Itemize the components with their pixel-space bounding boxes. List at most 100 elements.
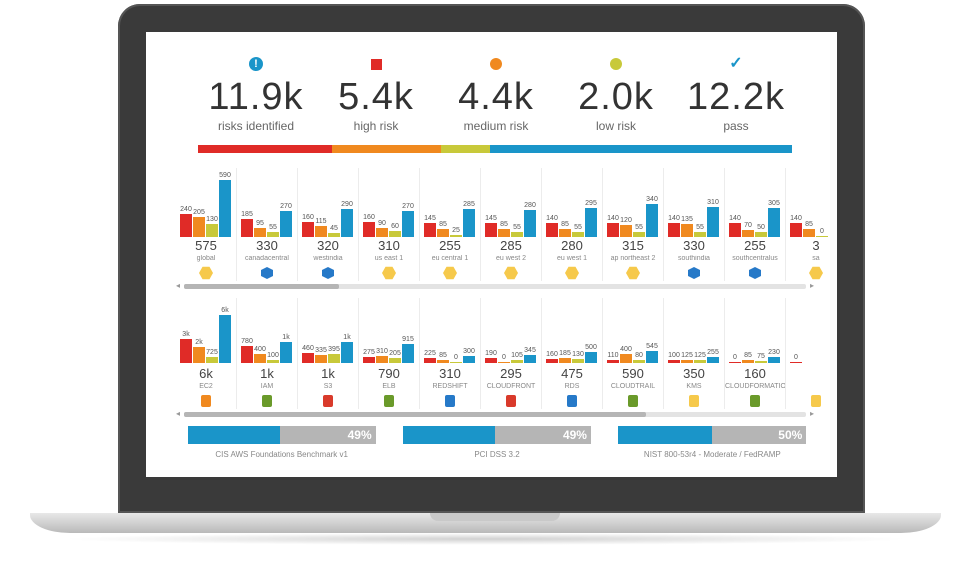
bar-value-label: 240 (180, 205, 192, 213)
service-card[interactable]: 780 400 100 1k 1k IAM (237, 298, 298, 409)
bar (437, 228, 449, 237)
bar (803, 228, 815, 237)
compliance-item[interactable]: 50% NIST 800-53r4 - Moderate / FedRAMP (613, 426, 812, 464)
service-bars: 110 400 80 545 (607, 297, 659, 363)
bar-value-label: 0 (454, 354, 458, 361)
bar (668, 360, 680, 363)
region-bars: 140 120 55 340 (607, 167, 659, 237)
bar (363, 221, 375, 237)
bar-column: 145 (485, 167, 497, 237)
service-card[interactable]: 275 310 205 915 790 ELB (359, 298, 420, 409)
summary-stat[interactable]: 2.0k low risk (556, 54, 676, 134)
bar-column: 345 (524, 297, 536, 363)
bar (790, 362, 802, 363)
bar-column: 55 (694, 167, 706, 237)
stat-value: 12.2k (687, 76, 785, 118)
service-card[interactable]: 110 400 80 545 590 CLOUDTRAIL (603, 298, 664, 409)
bar (585, 208, 597, 237)
scroll-right-icon[interactable]: ▸ (809, 281, 814, 290)
region-bars: 145 85 55 280 (485, 167, 537, 237)
compliance-item[interactable]: 49% CIS AWS Foundations Benchmark v1 (182, 426, 381, 464)
bar-column: 125 (681, 297, 693, 363)
stat-label: high risk (353, 119, 399, 133)
service-card[interactable]: 100 125 125 255 350 KMS (664, 298, 725, 409)
region-card[interactable]: 140 135 55 310 330 southindia (664, 168, 725, 281)
service-bars: 0 85 75 230 (729, 297, 781, 363)
compliance-name: CIS AWS Foundations Benchmark v1 (215, 450, 348, 459)
bar-value-label: 25 (452, 226, 460, 234)
service-card[interactable]: 160 185 130 500 475 RDS (542, 298, 603, 409)
bar-column: 60 (389, 167, 401, 237)
bar-value-label: 0 (502, 354, 506, 361)
service-total: 6k (199, 366, 213, 381)
service-card[interactable]: 190 0 105 345 295 CLOUDFRONT (481, 298, 542, 409)
bar-value-label: 345 (524, 347, 536, 355)
bar-value-label: 50 (757, 224, 765, 232)
bar (315, 225, 327, 237)
bar-column: 50 (755, 167, 767, 237)
bar-column: 85 (498, 167, 510, 237)
bar-value-label: 130 (572, 351, 584, 359)
bar-column: 460 (302, 297, 314, 363)
region-bars: 240 205 130 590 (180, 167, 232, 237)
bar-value-label: 145 (485, 214, 497, 222)
service-card[interactable]: 225 85 0 300 310 REDSHIFT (420, 298, 481, 409)
region-card[interactable]: 140 85 0 3 sa (786, 168, 837, 281)
bar (646, 351, 658, 363)
bar-value-label: 310 (376, 347, 388, 355)
region-card[interactable]: 140 70 50 305 255 southcentralus (725, 168, 786, 281)
bar (180, 213, 192, 237)
summary-stat[interactable]: ✓ 12.2k pass (676, 54, 796, 134)
region-scroll-thumb[interactable] (184, 284, 339, 289)
region-total: 285 (500, 238, 522, 253)
summary-stat[interactable]: 4.4k medium risk (436, 54, 556, 134)
region-card[interactable]: 185 95 55 270 330 canadacentral (237, 168, 298, 281)
service-scroll-thumb[interactable] (184, 412, 646, 417)
service-card[interactable]: 460 335 395 1k 1k S3 (298, 298, 359, 409)
region-card[interactable]: 160 115 45 290 320 westindia (298, 168, 359, 281)
bar-value-label: 160 (363, 213, 375, 221)
region-card[interactable]: 145 85 25 285 255 eu central 1 (420, 168, 481, 281)
bar-value-label: 780 (241, 338, 253, 346)
service-card[interactable]: 0 85 75 230 160 CLOUDFORMATION (725, 298, 786, 409)
bar-value-label: 55 (574, 223, 582, 231)
region-card[interactable]: 140 85 55 295 280 eu west 1 (542, 168, 603, 281)
bar-value-label: 280 (524, 201, 536, 209)
service-total: 475 (561, 366, 583, 381)
region-name: sa (812, 255, 820, 262)
summary-stat[interactable]: 5.4k high risk (316, 54, 436, 134)
service-card[interactable]: 3k 2k 725 6k 6k EC2 (176, 298, 237, 409)
bar (450, 234, 462, 237)
compliance-progress-fill (187, 426, 280, 444)
region-card[interactable]: 240 205 130 590 575 global (176, 168, 237, 281)
scroll-left-icon[interactable]: ◂ (176, 281, 181, 290)
compliance-item[interactable]: 49% PCI DSS 3.2 (397, 426, 596, 464)
region-card[interactable]: 145 85 55 280 285 eu west 2 (481, 168, 542, 281)
service-card[interactable]: 0 (786, 298, 837, 409)
bar-value-label: 45 (330, 224, 338, 232)
bar-column: 340 (646, 167, 658, 237)
summary-stat[interactable]: ! 11.9k risks identified (196, 54, 316, 134)
region-name: canadacentral (245, 255, 289, 262)
service-scrollbar[interactable]: ◂ ▸ (176, 409, 814, 418)
bar-value-label: 145 (424, 214, 436, 222)
bar-value-label: 90 (378, 220, 386, 228)
region-total: 255 (439, 238, 461, 253)
compliance-percent: 50% (778, 428, 803, 442)
region-card[interactable]: 140 120 55 340 315 ap northeast 2 (603, 168, 664, 281)
bar-column: 185 (559, 297, 571, 363)
scroll-right-icon[interactable]: ▸ (809, 409, 814, 418)
bar-column: 500 (585, 297, 597, 363)
region-card[interactable]: 160 90 60 270 310 us east 1 (359, 168, 420, 281)
compliance-percent: 49% (347, 428, 372, 442)
bar-value-label: 305 (768, 199, 780, 207)
region-icon-wrap (199, 266, 213, 280)
region-scrollbar[interactable]: ◂ ▸ (176, 281, 814, 290)
bar (254, 227, 266, 237)
bar-value-label: 205 (193, 209, 205, 217)
scroll-left-icon[interactable]: ◂ (176, 409, 181, 418)
bar-column: 590 (219, 167, 231, 237)
bar-column: 185 (241, 167, 253, 237)
region-name: southcentralus (732, 255, 778, 262)
bar-column: 80 (633, 297, 645, 363)
